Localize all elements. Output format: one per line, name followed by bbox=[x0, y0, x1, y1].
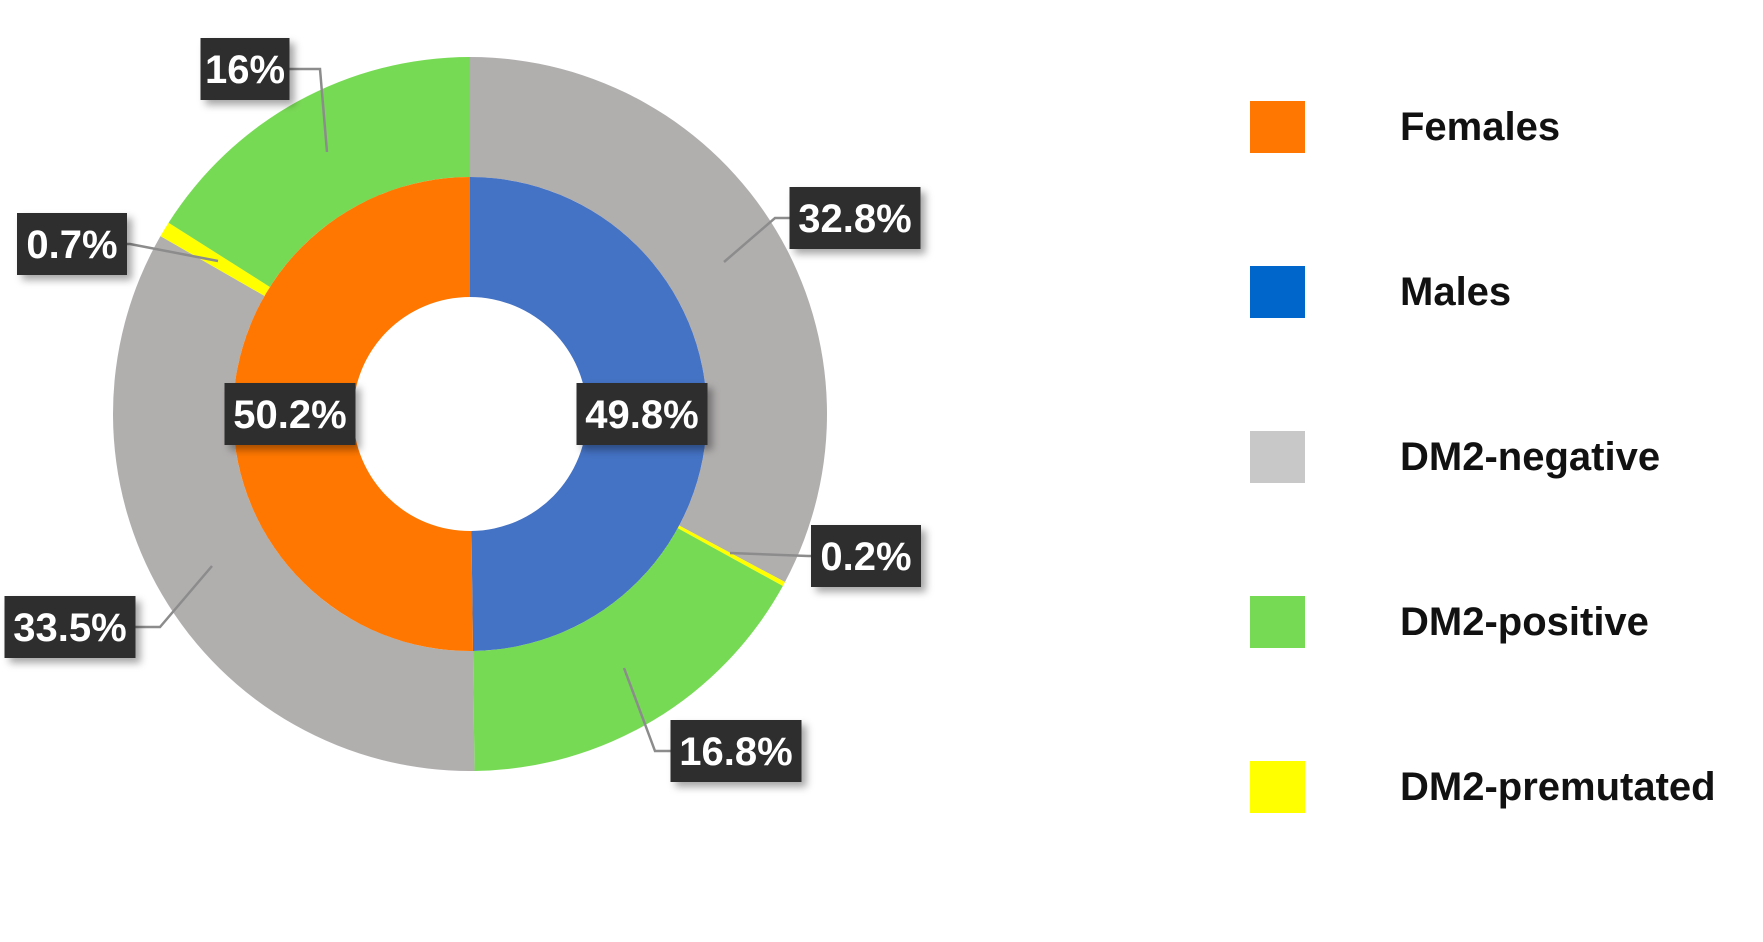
outer-ring bbox=[113, 57, 827, 771]
data-label-box-dm2-premutated-outer-4 bbox=[17, 213, 127, 275]
legend-label-males: Males bbox=[1400, 270, 1512, 314]
legend-item-females: Females bbox=[1250, 95, 1750, 260]
legend-item-dm2-positive: DM2-positive bbox=[1250, 590, 1750, 755]
data-label-box-dm2-positive-outer-5 bbox=[200, 38, 290, 100]
outer-slice-dm2-premutated-1 bbox=[677, 525, 785, 586]
legend-item-dm2-premutated: DM2-premutated bbox=[1250, 755, 1750, 920]
data-label-box-dm2-positive-outer-2 bbox=[670, 720, 802, 782]
outer-slice-dm2-positive-2 bbox=[472, 528, 783, 771]
data-label-females-inner-1: 50.2% bbox=[224, 383, 356, 445]
data-label-text-dm2-premutated-outer-1: 0.2% bbox=[820, 535, 911, 579]
data-label-box-dm2-negative-outer-0 bbox=[789, 187, 921, 249]
legend-item-dm2-negative: DM2-negative bbox=[1250, 425, 1750, 590]
data-label-dm2-negative-outer-3: 33.5% bbox=[4, 596, 136, 658]
legend-label-females: Females bbox=[1400, 105, 1561, 149]
legend: Females Males DM2-negative DM2-positive … bbox=[1250, 95, 1750, 920]
data-label-box-males-inner-0 bbox=[576, 383, 708, 445]
data-label-text-dm2-positive-outer-2: 16.8% bbox=[679, 730, 792, 774]
legend-item-males: Males bbox=[1250, 260, 1750, 425]
data-label-dm2-positive-outer-2: 16.8% bbox=[670, 720, 802, 782]
data-label-dm2-premutated-outer-1: 0.2% bbox=[811, 525, 921, 587]
data-label-dm2-negative-outer-0: 32.8% bbox=[789, 187, 921, 249]
donut-chart: 49.8% 50.2% 32.8% 0.2% 16.8% 33.5% 0.7% 16% bbox=[4, 38, 921, 782]
legend-swatch-females bbox=[1250, 101, 1305, 153]
data-label-text-dm2-negative-outer-3: 33.5% bbox=[13, 606, 126, 650]
outer-slice-dm2-negative-3 bbox=[113, 236, 475, 771]
data-label-box-dm2-premutated-outer-1 bbox=[811, 525, 921, 587]
data-label-dm2-premutated-outer-4: 0.7% bbox=[17, 213, 127, 275]
legend-label-dm2-positive: DM2-positive bbox=[1400, 600, 1649, 644]
data-label-males-inner-0: 49.8% bbox=[576, 383, 708, 445]
data-label-text-dm2-positive-outer-5: 16% bbox=[205, 48, 285, 92]
data-labels: 49.8% 50.2% 32.8% 0.2% 16.8% 33.5% 0.7% 16% bbox=[4, 38, 921, 782]
legend-swatch-dm2-premutated bbox=[1250, 761, 1305, 813]
data-label-text-dm2-premutated-outer-4: 0.7% bbox=[26, 223, 117, 267]
data-label-text-dm2-negative-outer-0: 32.8% bbox=[798, 197, 911, 241]
legend-label-dm2-premutated: DM2-premutated bbox=[1400, 765, 1716, 809]
outer-slice-dm2-positive-5 bbox=[168, 57, 470, 288]
data-label-dm2-positive-outer-5: 16% bbox=[200, 38, 290, 100]
legend-label-dm2-negative: DM2-negative bbox=[1400, 435, 1661, 479]
data-label-text-males-inner-0: 49.8% bbox=[585, 393, 698, 437]
outer-slice-dm2-negative-0 bbox=[470, 57, 827, 583]
data-label-box-females-inner-1 bbox=[224, 383, 356, 445]
legend-swatch-dm2-negative bbox=[1250, 431, 1305, 483]
legend-swatch-males bbox=[1250, 266, 1305, 318]
data-label-text-females-inner-1: 50.2% bbox=[233, 393, 346, 437]
data-label-box-dm2-negative-outer-3 bbox=[4, 596, 136, 658]
legend-swatch-dm2-positive bbox=[1250, 596, 1305, 648]
